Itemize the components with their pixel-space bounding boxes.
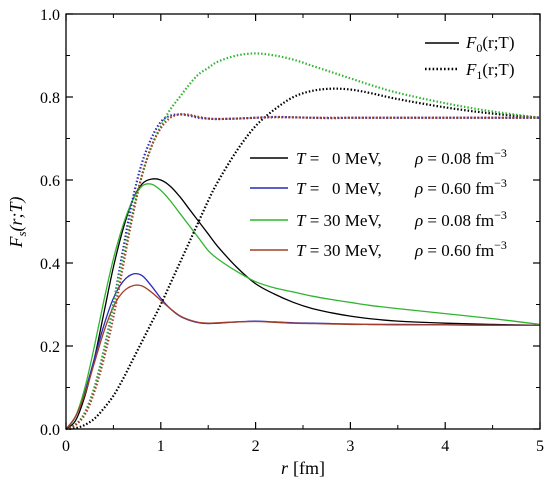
y-tick-label-2: 0.4 [40,256,60,273]
series-line-f0-0 [65,178,541,430]
legend-series-1-rho-value: = 0.60 fm [427,179,494,198]
legend-series-3-rho-value: = 0.60 fm [427,241,494,260]
series-line-f0-3 [65,284,541,430]
x-axis-var: r [281,458,289,478]
legend-series-3-rho: ρ [414,241,423,260]
legend-series: T = 0 MeV, ρ = 0.08 fm−3 T = 0 MeV, ρ = 0.… [250,146,507,260]
legend-series-1-T-value: = 0 MeV, [310,179,382,198]
y-axis-var: F [6,236,26,249]
legend-f1-sub: 1 [476,68,482,82]
x-tick-label-2: 2 [252,438,260,455]
x-tick-label-5: 5 [536,438,544,455]
y-axis-label: Fs(r;T) [6,196,29,248]
y-tick-label-3: 0.6 [40,173,60,190]
legend-f1-label: F1(r;T) [465,60,514,82]
legend-series-1-T: T [296,179,307,198]
legend-series-2-rho: ρ [414,211,423,230]
legend-line-style: F0(r;T) F1(r;T) [425,33,514,82]
legend-series-2-rho-value: = 0.08 fm [427,211,494,230]
y-tick-label-5: 1.0 [40,7,60,24]
legend-series-3-T: T [296,241,307,260]
x-tick-label-1: 1 [157,438,165,455]
series-line-f0-1 [65,272,541,430]
legend-series-1-exp: −3 [494,176,507,190]
y-axis-sub: s [14,231,29,236]
legend-series-1-rho: ρ [414,179,423,198]
y-tick-label-1: 0.2 [40,339,60,356]
legend-f0-label: F0(r;T) [465,33,514,55]
legend-series-1-label: T = 0 MeV, ρ = 0.60 fm−3 [296,176,507,198]
x-tick-label-4: 4 [441,438,449,455]
x-tick-label-3: 3 [346,438,354,455]
legend-series-0-T-value: = 0 MeV, [310,149,382,168]
legend-series-3-label: T = 30 MeV, ρ = 0.60 fm−3 [296,238,507,260]
legend-series-0-rho: ρ [414,149,423,168]
legend-series-2-T-value: = 30 MeV, [310,211,382,230]
legend-f0-args: (r;T) [482,33,514,52]
x-axis-unit: [fm] [293,458,325,478]
y-tick-label-4: 0.8 [40,90,60,107]
legend-series-2-T: T [296,211,307,230]
x-tick-label-0: 0 [62,438,70,455]
legend-series-0-T: T [296,149,307,168]
series-line-f1-7 [65,113,540,431]
legend-f0-func: F [465,33,477,52]
legend-f1-func: F [465,60,477,79]
legend-series-0-exp: −3 [494,146,507,160]
x-axis-label: r [fm] [281,458,325,478]
legend-series-3-T-value: = 30 MeV, [310,241,382,260]
legend-series-0-label: T = 0 MeV, ρ = 0.08 fm−3 [296,146,507,168]
legend-series-0-rho-value: = 0.08 fm [427,149,494,168]
legend-series-2-exp: −3 [494,208,507,222]
legend-series-3-exp: −3 [494,238,507,252]
series-line-f1-6 [65,52,541,431]
series-lines [65,52,541,431]
legend-f0-sub: 0 [476,41,482,55]
y-axis-args: (r;T) [6,196,27,231]
legend-series-2-label: T = 30 MeV, ρ = 0.08 fm−3 [296,208,507,230]
axis-ticks: 0 1 2 3 4 5 0.0 0.2 0.4 0.6 0.8 1.0 [40,7,544,455]
series-line-f0-2 [65,183,541,430]
y-tick-label-0: 0.0 [40,422,60,439]
legend-f1-args: (r;T) [482,60,514,79]
